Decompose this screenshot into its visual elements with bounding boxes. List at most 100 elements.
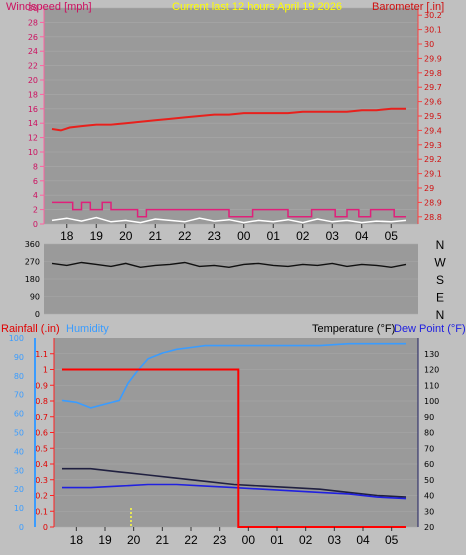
windspeed-tick-label: 8 (33, 162, 38, 171)
humidity-tick-label: 70 (14, 391, 24, 400)
barometer-tick-label: 29.5 (424, 112, 442, 121)
barometer-tick-label: 29.9 (424, 54, 442, 63)
rainfall-tick-label: 0.5 (35, 444, 48, 453)
barometer-tick-label: 29.8 (424, 69, 442, 78)
temperature-tick-label: 70 (424, 444, 434, 453)
temperature-line (62, 467, 407, 498)
barometer-line (51, 107, 406, 132)
direction-tick-label: 90 (30, 293, 40, 302)
windspeed-tick-label: 10 (28, 148, 38, 157)
temperature-axis-label: Temperature (°F) (312, 323, 395, 335)
hour-tick-label: 20 (119, 229, 133, 243)
hour-tick-label: 21 (149, 229, 163, 243)
windspeed-line (51, 216, 407, 224)
chart-title: Current last 12 hours April 19 2026 (172, 1, 342, 13)
compass-label: W (434, 256, 446, 270)
hour-tick-label: 23 (208, 229, 222, 243)
compass-label: N (436, 238, 445, 252)
rainfall-tick-label: 0.3 (35, 476, 48, 485)
hour-tick-label: 18 (60, 229, 74, 243)
windspeed-tick-label: 18 (28, 90, 38, 99)
hour-tick-label: 22 (184, 533, 198, 547)
rain-humidity-temp-panel: 203040506070809010011012013000.10.20.30.… (1, 323, 466, 547)
rainfall-axis-label: Rainfall (.in) (1, 323, 60, 335)
hour-tick-label: 22 (178, 229, 192, 243)
windspeed-axis-label: Windspeed [mph] (6, 1, 92, 13)
wind-panel-background (44, 8, 418, 224)
humidity-tick-label: 50 (14, 429, 24, 438)
humidity-tick-label: 100 (9, 334, 24, 343)
barometer-tick-label: 29.2 (424, 155, 442, 164)
humidity-tick-label: 80 (14, 372, 24, 381)
barometer-tick-label: 29.1 (424, 170, 442, 179)
hour-tick-label: 23 (213, 533, 227, 547)
windspeed-tick-label: 24 (28, 47, 38, 56)
windspeed-tick-label: 4 (33, 191, 38, 200)
windspeed-tick-label: 12 (28, 134, 38, 143)
humidity-tick-label: 90 (14, 353, 24, 362)
barometer-tick-label: 29.7 (424, 83, 442, 92)
barometer-tick-label: 30.2 (424, 11, 442, 20)
direction-tick-label: 180 (25, 275, 40, 284)
humidity-line (61, 342, 406, 409)
hour-tick-label: 00 (237, 229, 251, 243)
windspeed-tick-label: 0 (33, 220, 38, 229)
humidity-tick-label: 10 (14, 504, 24, 513)
rainfall-tick-label: 0.4 (35, 460, 48, 469)
windspeed-tick-label: 20 (28, 76, 38, 85)
windspeed-tick-label: 30 (28, 4, 38, 13)
humidity-tick-label: 20 (14, 485, 24, 494)
humidity-tick-label: 40 (14, 447, 24, 456)
hour-tick-label: 01 (270, 533, 284, 547)
hour-tick-label: 20 (127, 533, 141, 547)
temperature-tick-label: 40 (424, 492, 434, 501)
temperature-tick-label: 120 (424, 366, 439, 375)
gust-line (52, 201, 406, 218)
dewpoint-axis-label: Dew Point (°F) (394, 323, 466, 335)
direction-tick-label: 360 (25, 240, 40, 249)
temperature-tick-label: 60 (424, 460, 434, 469)
temperature-tick-label: 30 (424, 507, 434, 516)
barometer-axis-label: Barometer [.in] (372, 1, 444, 13)
rainfall-line (62, 368, 406, 528)
barometer-tick-label: 30 (424, 40, 434, 49)
direction-tick-label: 270 (25, 258, 40, 267)
hour-tick-label: 19 (98, 533, 112, 547)
rainfall-tick-label: 0.6 (35, 429, 48, 438)
windspeed-tick-label: 28 (28, 18, 38, 27)
rainfall-tick-label: 0 (43, 523, 48, 532)
rainfall-tick-label: 0.8 (35, 397, 48, 406)
compass-label: N (436, 308, 445, 322)
hour-tick-label: 05 (385, 229, 399, 243)
temperature-tick-label: 100 (424, 397, 439, 406)
dewpoint-line (62, 483, 407, 500)
barometer-tick-label: 29 (424, 184, 434, 193)
rainfall-tick-label: 1 (43, 366, 48, 375)
temperature-tick-label: 80 (424, 429, 434, 438)
compass-label: S (436, 273, 444, 287)
barometer-tick-label: 28.8 (424, 213, 442, 222)
hour-tick-label: 00 (242, 533, 256, 547)
hour-tick-label: 18 (70, 533, 84, 547)
rainfall-tick-label: 0.1 (35, 507, 48, 516)
windspeed-tick-label: 6 (33, 177, 38, 186)
barometer-tick-label: 29.4 (424, 126, 442, 135)
hour-tick-label: 03 (326, 229, 340, 243)
barometer-tick-label: 29.3 (424, 141, 442, 150)
hour-tick-label: 19 (90, 229, 104, 243)
barometer-tick-label: 30.1 (424, 26, 442, 35)
windspeed-tick-label: 14 (28, 119, 38, 128)
direction-tick-label: 0 (35, 310, 40, 319)
temperature-tick-label: 20 (424, 523, 434, 532)
wind-direction-line (51, 261, 407, 269)
hour-tick-label: 04 (356, 533, 370, 547)
hour-tick-label: 01 (267, 229, 281, 243)
windspeed-tick-label: 22 (28, 62, 38, 71)
humidity-tick-label: 30 (14, 466, 24, 475)
compass-label: E (436, 291, 444, 305)
hour-tick-label: 02 (296, 229, 310, 243)
